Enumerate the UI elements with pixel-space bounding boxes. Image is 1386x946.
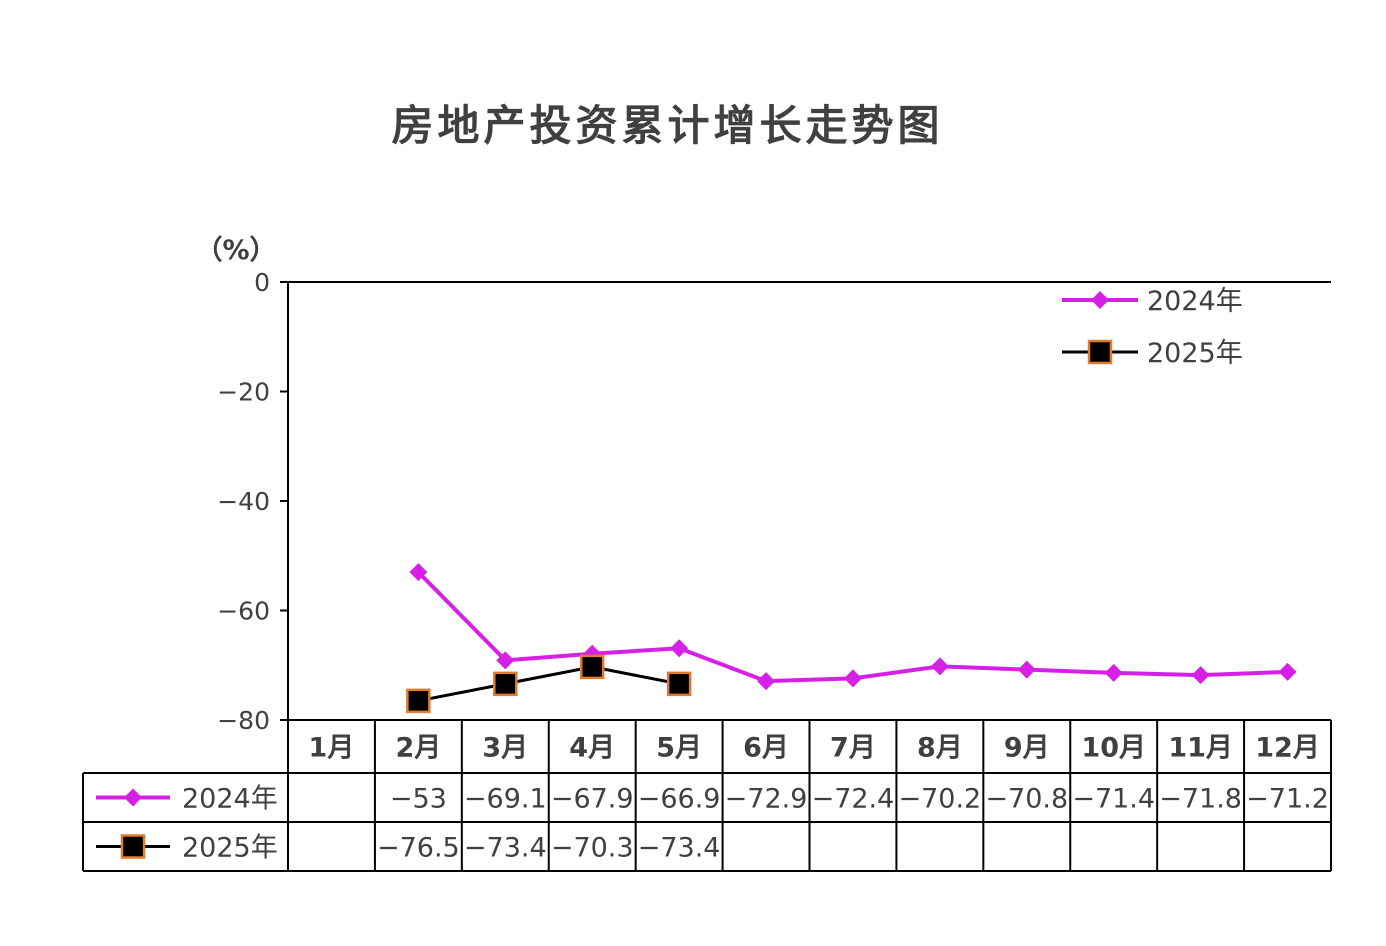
y-axis-unit-label: （%） (195, 235, 276, 266)
y-tick-label: −40 (217, 487, 270, 516)
chart-title: 房地产投资累计增长走势图 (391, 101, 944, 150)
row-key-marker (120, 834, 146, 859)
data-point (666, 671, 692, 697)
data-cell: −76.5 (377, 833, 460, 864)
data-point (1191, 666, 1210, 685)
x-category-label: 4月 (569, 733, 615, 764)
x-category-label: 11月 (1168, 733, 1233, 764)
series-line (416, 570, 1288, 684)
data-point (409, 563, 428, 582)
data-cell: −67.9 (551, 784, 634, 815)
x-category-label: 1月 (309, 733, 355, 764)
data-cell: −71.4 (1072, 784, 1155, 815)
data-cell: −53 (390, 784, 447, 815)
row-key-marker (124, 788, 142, 807)
data-cell: −73.4 (464, 833, 547, 864)
row-header-label: 2025年 (182, 833, 278, 864)
data-cell: −71.2 (1246, 784, 1329, 815)
data-point (496, 651, 515, 670)
data-cell: −70.2 (899, 784, 982, 815)
series-line (418, 665, 680, 703)
data-cell: −70.8 (985, 784, 1068, 815)
data-cell: −72.9 (725, 784, 808, 815)
data-point (406, 688, 431, 714)
data-cell: −66.9 (638, 784, 721, 815)
data-point (1104, 663, 1123, 682)
data-point (1017, 660, 1036, 679)
series-0 (409, 563, 1297, 691)
data-point (670, 639, 689, 658)
data-cell: −70.3 (551, 833, 634, 864)
y-tick-label: −60 (217, 597, 270, 626)
data-cell: −72.4 (812, 784, 895, 815)
y-axis-ticks: 0 −20 −40 −60 −80 （%） (195, 235, 288, 735)
series-layer (406, 563, 1297, 714)
x-category-label: 10月 (1081, 733, 1146, 764)
y-tick-label: −20 (217, 378, 270, 407)
x-category-label: 12月 (1255, 733, 1320, 764)
x-category-label: 3月 (482, 733, 528, 764)
y-tick-label: −80 (217, 706, 270, 735)
x-category-label: 5月 (656, 733, 702, 764)
data-cell: −73.4 (638, 833, 721, 864)
data-point (757, 672, 776, 691)
legend-label: 2024年 (1147, 286, 1243, 317)
data-table: 1月 2月 3月 4月 5月 6月 7月 8月 9月 10月 11月 12月 2024年 −53 −69.1… (82, 719, 1332, 872)
legend-marker (1091, 291, 1109, 309)
row-header-label: 2024年 (182, 784, 278, 815)
x-category-label: 8月 (917, 733, 963, 764)
legend-label: 2025年 (1147, 338, 1243, 369)
x-category-label: 7月 (830, 733, 876, 764)
y-tick-label: 0 (254, 268, 270, 297)
series-1 (406, 654, 692, 714)
data-point (1278, 662, 1297, 681)
x-category-label: 6月 (743, 733, 789, 764)
data-point (843, 669, 862, 688)
data-point (930, 657, 949, 676)
data-cell: −69.1 (464, 784, 547, 815)
legend: 2024年 2025年 (1062, 286, 1243, 369)
data-point (493, 671, 518, 697)
data-point (579, 654, 605, 680)
x-category-label: 2月 (395, 733, 441, 764)
legend-marker (1087, 339, 1113, 365)
x-category-label: 9月 (1004, 733, 1050, 764)
data-cell: −71.8 (1159, 784, 1242, 815)
